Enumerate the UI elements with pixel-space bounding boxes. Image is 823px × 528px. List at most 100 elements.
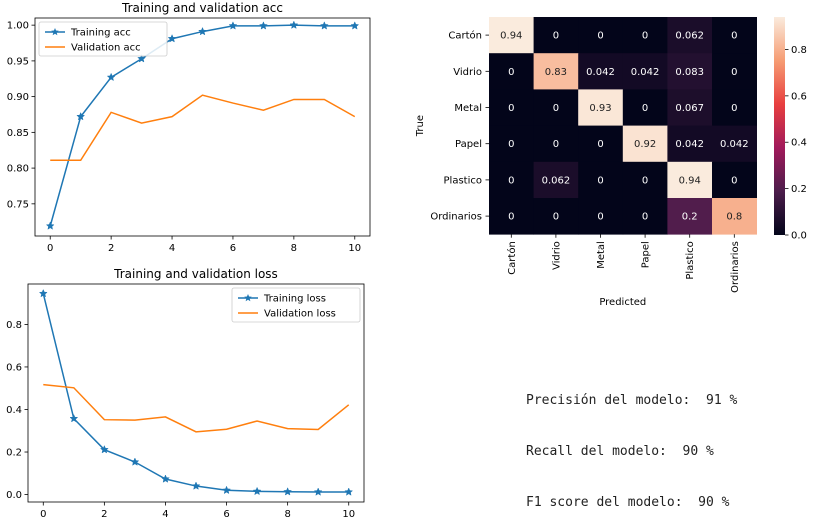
cell-value-label: 0 <box>731 67 737 78</box>
row-label: Vidrio <box>453 67 482 78</box>
row-label: Plastico <box>444 175 482 186</box>
heatmap-cell <box>489 161 534 199</box>
series-line-1 <box>43 383 350 433</box>
col-label: Ordinarios <box>730 241 741 293</box>
x-axis-label: Predicted <box>599 297 646 308</box>
y-tick-label: 0.2 <box>6 448 22 459</box>
cell-value-label: 0.93 <box>589 103 611 114</box>
axes-frame <box>34 17 371 237</box>
heatmap-cell <box>533 125 579 163</box>
accuracy-chart: Training and validation acc 0 2 4 6 8 10 0.75 0.… <box>7 1 371 254</box>
heatmap-cell <box>622 125 668 163</box>
data-point-star <box>106 72 116 82</box>
x-tick-label: 4 <box>169 243 175 254</box>
heatmap-cell <box>533 198 579 235</box>
y-tick-label: 0.4 <box>6 405 22 416</box>
x-tick-label: 8 <box>284 509 290 520</box>
x-tick-label: 6 <box>230 243 236 254</box>
heatmap-cell <box>578 198 624 235</box>
heatmap-cell <box>489 125 534 163</box>
cell-value-label: 0.042 <box>631 67 660 78</box>
heatmap-cell <box>489 17 534 54</box>
legend-box <box>231 287 361 323</box>
colorbar <box>774 17 785 235</box>
col-label: Plastico <box>685 241 696 279</box>
cell-value-label: 0 <box>731 175 737 186</box>
legend-label-0: Training acc <box>70 28 131 39</box>
data-point-star <box>38 288 48 298</box>
data-point-star <box>99 445 109 454</box>
data-point-star <box>283 487 293 496</box>
data-point-star <box>198 26 207 36</box>
data-point-star <box>45 221 55 230</box>
heatmap-cell <box>578 125 624 163</box>
series-line-1 <box>50 94 356 161</box>
cell-value-label: 0.92 <box>634 139 656 150</box>
heatmap-cell <box>489 89 534 126</box>
legend-label-0: Training loss <box>263 294 326 305</box>
colorbar-tick-label: 0.8 <box>791 45 807 56</box>
metrics-report: Precisión del modelo: 91 % Recall del mo… <box>526 358 737 528</box>
cell-value-label: 0 <box>508 67 514 78</box>
cell-value-label: 0 <box>508 139 514 150</box>
y-tick-label: 0.8 <box>6 320 22 331</box>
heatmap-cell <box>667 89 713 126</box>
cell-value-label: 0 <box>553 212 559 223</box>
cell-value-label: 0 <box>642 31 648 42</box>
data-point-star <box>319 21 329 30</box>
heatmap-cell <box>489 53 534 90</box>
cell-value-label: 0 <box>597 139 603 150</box>
heatmap-cell <box>712 89 757 126</box>
heatmap-cell <box>533 17 579 54</box>
chart-title: Training and validation acc <box>121 1 283 15</box>
cell-value-label: 0.042 <box>586 67 615 78</box>
data-point-star <box>76 111 86 121</box>
cell-value-label: 0.062 <box>542 175 571 186</box>
data-point-star <box>69 413 79 423</box>
heatmap-cell <box>578 161 624 199</box>
cell-value-label: 0.94 <box>500 31 522 42</box>
data-point-star <box>137 54 147 63</box>
legend-label-1: Validation acc <box>71 43 141 54</box>
heatmap-cell <box>712 161 757 199</box>
cell-value-label: 0.042 <box>675 139 704 150</box>
chart-title: Training and validation loss <box>113 267 278 281</box>
x-tick-label: 0 <box>40 509 46 520</box>
legend-marker-star <box>51 28 59 36</box>
cell-value-label: 0 <box>553 31 559 42</box>
legend-marker-star <box>244 294 252 302</box>
precision-text: Precisión del modelo: 91 % <box>526 393 738 408</box>
x-tick-label: 8 <box>291 243 297 254</box>
x-tick-label: 4 <box>162 509 168 520</box>
cell-value-label: 0 <box>508 212 514 223</box>
heatmap-cell <box>622 89 668 126</box>
cell-value-label: 0.83 <box>545 67 567 78</box>
data-point-star <box>222 485 231 495</box>
col-label: Cartón <box>506 241 518 275</box>
cell-value-label: 0 <box>597 212 603 223</box>
x-tick-label: 2 <box>101 509 107 520</box>
heatmap-cell <box>667 125 713 163</box>
loss-chart: Training and validation loss 0 2 4 6 8 10 0.0 0.… <box>6 267 365 520</box>
f1-text: F1 score del modelo: 90 % <box>526 495 730 510</box>
cell-value-label: 0.2 <box>682 212 698 223</box>
heatmap-cell <box>622 53 668 90</box>
x-tick-label: 2 <box>108 243 114 254</box>
cell-value-label: 0 <box>731 31 737 42</box>
legend-label-1: Validation loss <box>264 309 336 320</box>
cell-value-label: 0 <box>642 212 648 223</box>
data-point-star <box>252 486 262 496</box>
x-tick-label: 10 <box>342 509 355 520</box>
data-point-star <box>344 487 354 496</box>
y-tick-label: 0.95 <box>7 56 29 67</box>
y-tick-label: 0.6 <box>6 362 22 373</box>
x-tick-label: 6 <box>223 509 229 520</box>
recall-text: Recall del modelo: 90 % <box>526 444 714 459</box>
cell-value-label: 0 <box>731 103 737 114</box>
cell-value-label: 0 <box>642 175 648 186</box>
heatmap-cell <box>578 17 624 54</box>
cell-value-label: 0 <box>553 139 559 150</box>
row-label: Metal <box>454 103 482 114</box>
y-tick-label: 1.00 <box>7 21 29 32</box>
data-point-star <box>350 21 360 30</box>
